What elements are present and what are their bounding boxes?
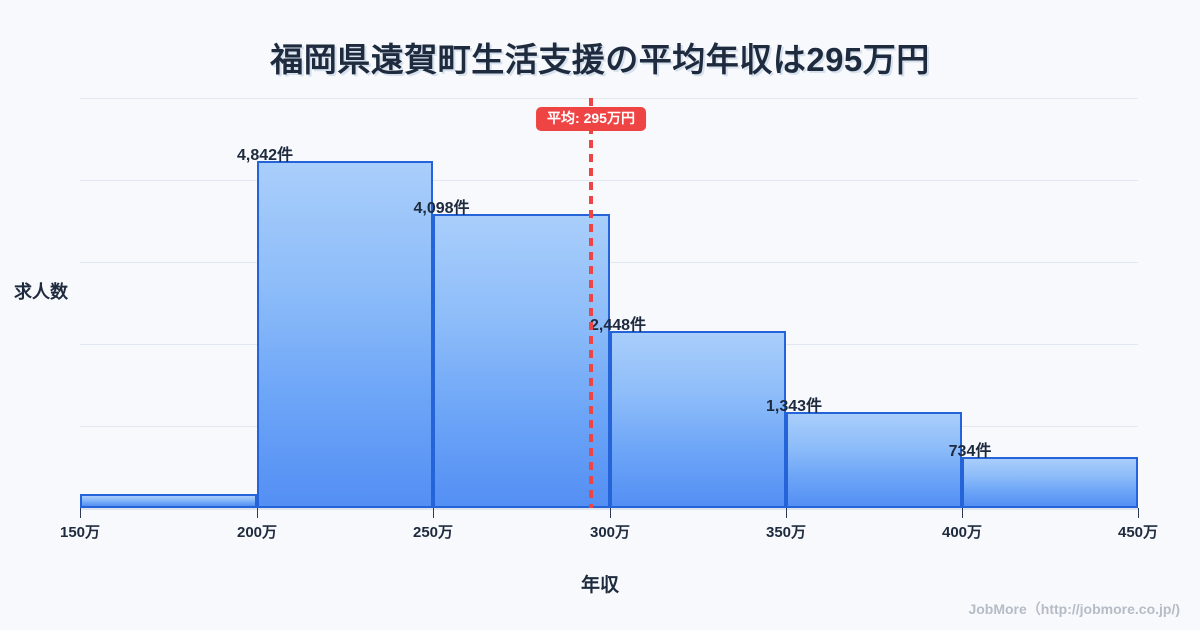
bar-value-label: 2,448件 [589,317,647,334]
x-tick-label: 400万 [941,524,983,541]
x-axis-line [80,508,1138,510]
chart-title: 福岡県遠賀町生活支援の平均年収は295万円 [270,41,930,78]
bar-value-label: 4,098件 [413,200,470,217]
average-line [589,98,593,508]
x-tick-mark [610,508,611,518]
bar-400man-450man[interactable] [962,457,1138,508]
x-tick-label: 350万 [765,524,807,541]
x-tick-label: 250万 [412,524,454,541]
bar-200man-250man[interactable] [257,161,433,508]
x-tick-mark [433,508,434,518]
x-tick-mark [962,508,963,518]
bar-value-label: 4,842件 [236,147,294,164]
x-tick-label: 300万 [589,524,631,541]
plot-area [80,98,1138,508]
bar-150man-200man[interactable] [80,494,257,508]
x-tick-mark [786,508,787,518]
x-tick-mark [80,508,81,518]
bar-value-label: 1,343件 [765,398,823,415]
x-tick-mark [257,508,258,518]
bar-300man-350man[interactable] [610,331,786,508]
x-tick-label: 200万 [236,524,278,541]
bar-350man-400man[interactable] [786,412,962,508]
y-axis-title: 求人数 [14,282,68,302]
x-axis-title: 年収 [580,575,619,596]
gridline [80,180,1138,181]
bar-value-label: 734件 [948,443,992,460]
bar-250man-300man[interactable] [433,214,610,508]
x-tick-mark [1138,508,1139,518]
x-tick-label: 150万 [59,524,101,541]
footer-credit: JobMore（http://jobmore.co.jp/) [968,601,1180,617]
x-tick-label: 450万 [1117,524,1159,541]
gridline [80,98,1138,99]
average-badge: 平均: 295万円 [536,107,646,132]
